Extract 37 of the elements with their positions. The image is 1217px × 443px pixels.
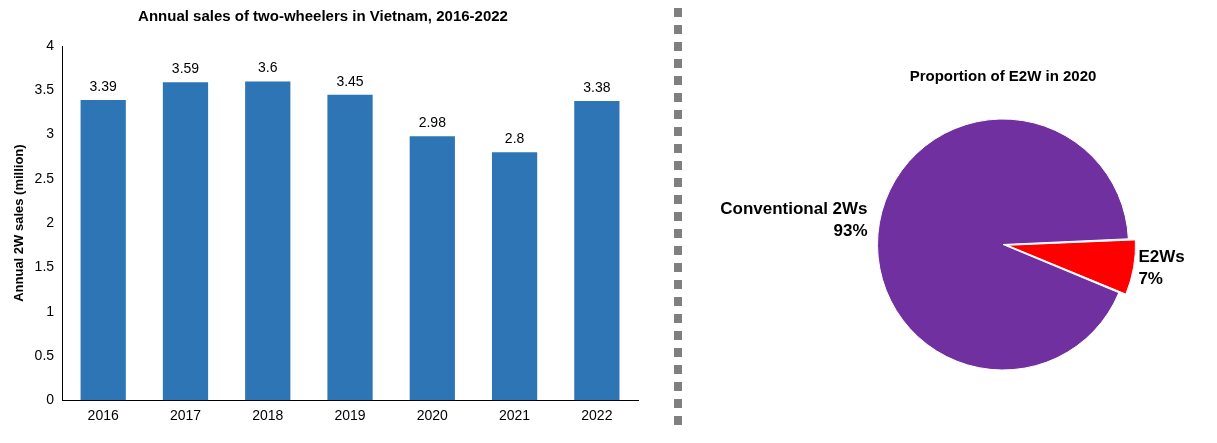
x-tick-label: 2020 [416,407,449,424]
bar [245,81,291,401]
bar [80,100,126,401]
y-axis-title: Annual 2W sales (million) [11,144,27,302]
y-tick-label: 1 [46,302,55,319]
slice-label: E2Ws [1138,247,1185,267]
data-label: 93% [833,221,868,241]
bar [409,136,455,401]
x-tick-label: 2017 [169,407,202,424]
y-tick-label: 3 [46,125,55,142]
data-label: 3.59 [171,60,200,77]
bar [162,82,209,401]
data-label: 2.8 [504,130,525,147]
y-tick-label: 2.5 [34,169,55,186]
bar [327,94,373,401]
x-tick-label: 2021 [499,407,531,424]
y-tick-label: 0 [46,391,55,408]
data-label: 3.45 [336,72,364,89]
slice-label: Conventional 2Ws [720,199,868,219]
data-label: 3.6 [258,59,278,76]
y-tick-label: 0.5 [34,346,55,363]
x-tick-label: 2018 [252,407,284,424]
data-label: 3.38 [583,78,611,95]
y-tick-label: 4 [46,36,55,53]
x-tick-label: 2016 [87,407,119,424]
y-tick-label: 2 [46,213,55,230]
bar [491,152,538,401]
data-label: 7% [1138,269,1163,289]
data-label: 3.39 [89,77,118,94]
y-tick-label: 3.5 [34,81,55,98]
bar [574,100,620,401]
y-tick-label: 1.5 [34,258,55,275]
chart-title: Proportion of E2W in 2020 [909,67,1097,85]
data-label: 2.98 [418,114,447,131]
chart-title: Annual sales of two-wheelers in Vietnam, 2016-2022 [138,7,508,25]
x-tick-label: 2022 [581,407,613,424]
x-tick-label: 2019 [334,407,366,424]
